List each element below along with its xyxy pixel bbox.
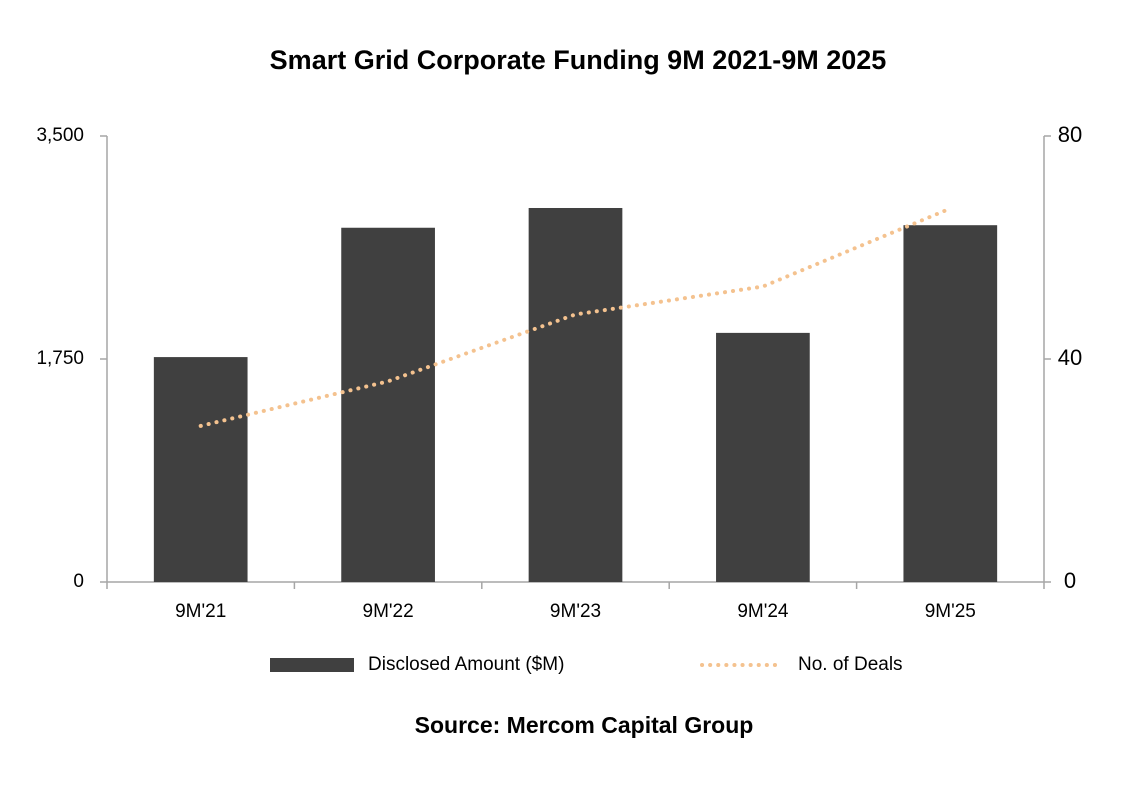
y-tick-label: 3,500 [36,125,84,146]
line-series [198,206,953,428]
y-tick-label: 0 [73,571,84,592]
chart-source: Source: Mercom Capital Group [415,712,754,738]
y2-tick-label: 0 [1064,568,1076,593]
bar [341,227,435,582]
x-tick-label: 9M'23 [550,601,601,622]
bar [716,332,810,582]
x-tick-label: 9M'21 [175,601,226,622]
x-tick-label: 9M'24 [737,601,789,622]
x-tick-label: 9M'25 [925,601,976,622]
y2-tick-label: 40 [1058,345,1082,370]
y2-tick-label: 80 [1058,122,1082,147]
legend-swatch [270,658,354,672]
bar [903,225,998,582]
legend-label: Disclosed Amount ($M) [368,654,564,675]
legend-label: No. of Deals [798,654,903,675]
chart-title: Smart Grid Corporate Funding 9M 2021-9M … [270,45,887,75]
bar [528,207,623,583]
bar [153,357,248,582]
x-tick-label: 9M'22 [363,601,414,622]
y-tick-label: 1,750 [36,348,84,369]
